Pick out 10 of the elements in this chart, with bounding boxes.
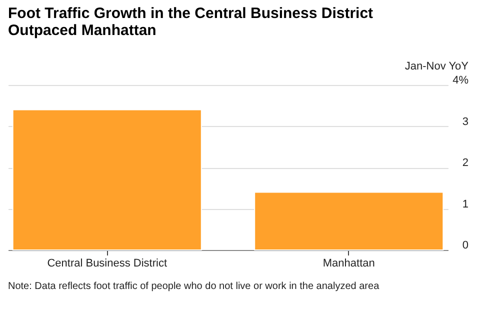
y-tick-label: 2 <box>462 157 468 169</box>
y-axis-title: Jan-Nov YoY <box>404 60 470 72</box>
chart-title: Foot Traffic Growth in the Central Business District Outpaced Manhattan <box>8 5 374 39</box>
x-tick-label: Manhattan <box>322 258 375 270</box>
x-tick-label: Central Business District <box>47 258 168 270</box>
y-tick-label: 0 <box>462 240 468 252</box>
y-tick-label: 3 <box>462 116 468 128</box>
y-tick-label: 1 <box>462 198 468 210</box>
text: Note: Data reflects foot traffic of people who do not live or work in the analyzed area <box>8 281 380 292</box>
y-tick-label: 4% <box>452 74 469 86</box>
